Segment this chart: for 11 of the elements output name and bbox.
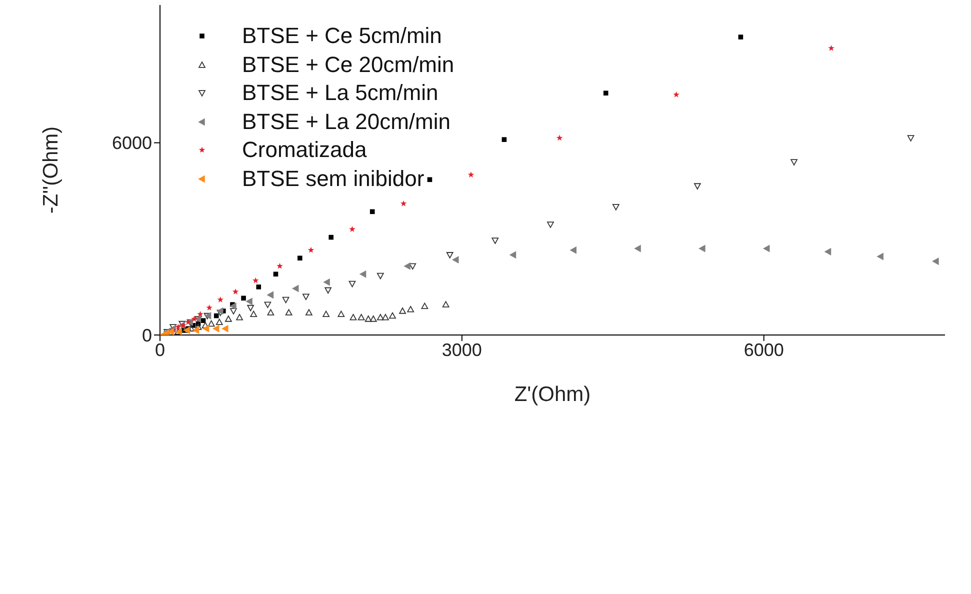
- legend-label: Cromatizada: [242, 136, 367, 164]
- x-tick-label: 3000: [442, 340, 482, 360]
- legend-label: BTSE + Ce 20cm/min: [242, 50, 454, 78]
- legend-label: BTSE + Ce 5cm/min: [242, 22, 442, 50]
- legend-label: BTSE + La 20cm/min: [242, 108, 450, 136]
- x-tick-label: 6000: [744, 340, 784, 360]
- legend-label: BTSE sem inibidor: [242, 164, 424, 192]
- x-axis-title: Z'(Ohm): [514, 383, 591, 406]
- y-axis-title: -Z''(Ohm): [39, 126, 62, 214]
- legend-label: BTSE + La 5cm/min: [242, 79, 438, 107]
- x-tick-label: 0: [154, 340, 166, 360]
